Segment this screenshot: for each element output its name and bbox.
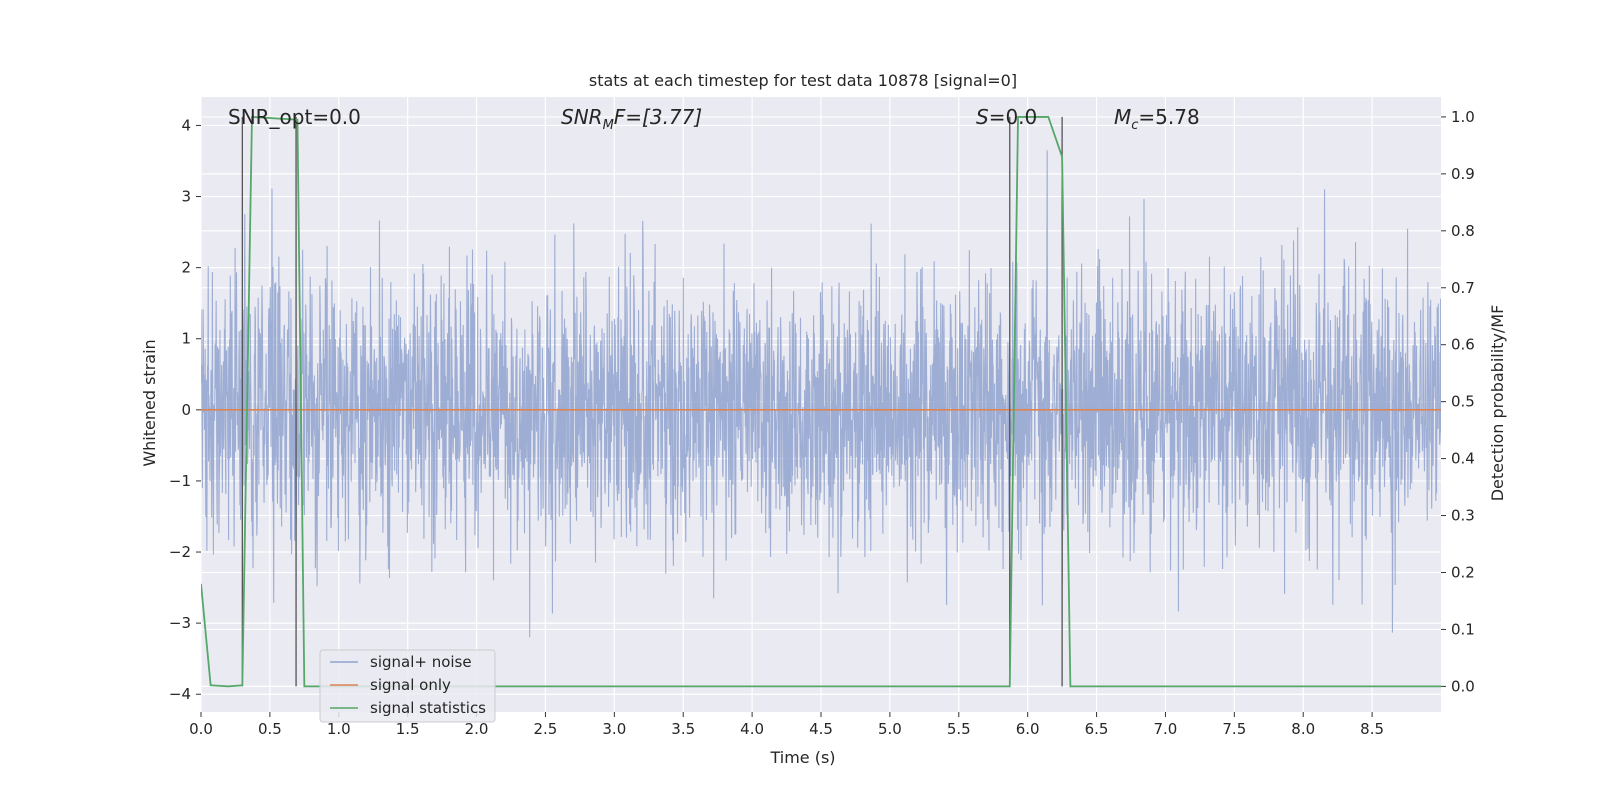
legend-label-signal-statistics: signal statistics xyxy=(370,699,486,717)
x-tick-label: 5.5 xyxy=(947,720,971,738)
vertical-markers xyxy=(241,116,1063,687)
x-tick-label: 8.5 xyxy=(1360,720,1384,738)
x-tick-label: 7.0 xyxy=(1154,720,1178,738)
x-tick-label: 1.0 xyxy=(327,720,351,738)
y-right-tick-label: 0.5 xyxy=(1451,393,1475,411)
y-right-tick-label: 0.2 xyxy=(1451,563,1475,581)
annotation-mc: Mc=5.78 xyxy=(1114,105,1200,133)
x-tick-label: 2.5 xyxy=(534,720,558,738)
y-left-tick-label: 0 xyxy=(181,401,191,419)
x-tick-label: 6.0 xyxy=(1016,720,1040,738)
x-tick-label: 7.5 xyxy=(1222,720,1246,738)
annotation-snr-opt: SNR_opt=0.0 xyxy=(228,105,361,129)
y-left-tick-label: 3 xyxy=(181,188,191,206)
y-right-tick-label: 0.0 xyxy=(1451,677,1475,695)
y-axis-label-right: Detection probability/MF xyxy=(1488,305,1507,502)
x-tick-label: 4.5 xyxy=(809,720,833,738)
annotation-snr-mf: SNRMF=[3.77] xyxy=(561,105,702,133)
x-tick-label: 0.0 xyxy=(189,720,213,738)
chart-title: stats at each timestep for test data 108… xyxy=(589,71,1017,90)
y-right-tick-label: 0.9 xyxy=(1451,165,1475,183)
x-tick-label: 1.5 xyxy=(396,720,420,738)
series-signal-noise xyxy=(201,150,1441,638)
legend-label-signal-only: signal only xyxy=(370,676,451,694)
x-tick-label: 2.0 xyxy=(465,720,489,738)
series-signal-statistics xyxy=(201,115,1441,688)
x-tick-label: 0.5 xyxy=(258,720,282,738)
y-left-tick-label: −4 xyxy=(169,685,191,703)
legend-label-signal-noise: signal+ noise xyxy=(370,653,472,671)
y-right-tick-label: 0.8 xyxy=(1451,222,1475,240)
y-right-tick-label: 0.1 xyxy=(1451,620,1475,638)
x-tick-label: 3.0 xyxy=(602,720,626,738)
series-line-signal-statistics xyxy=(201,115,1441,688)
x-axis-label: Time (s) xyxy=(769,748,835,767)
x-tick-label: 6.5 xyxy=(1085,720,1109,738)
axes: 0.0 0.5 1.0 1.5 2.0 2.5 3.0 3.5 4.0 4.5 5.0 5.5 6.0 6… xyxy=(169,108,1475,738)
series-line-signal-noise xyxy=(201,150,1441,638)
y-axis-label-left: Whitened strain xyxy=(140,339,159,466)
y-right-tick-label: 0.7 xyxy=(1451,279,1475,297)
y-left-tick-label: −2 xyxy=(169,543,191,561)
y-right-tick-label: 0.3 xyxy=(1451,507,1475,525)
y-right-tick-label: 1.0 xyxy=(1451,108,1475,126)
y-left-tick-label: −1 xyxy=(169,472,191,490)
y-left-tick-label: 4 xyxy=(181,116,191,134)
x-tick-label: 5.0 xyxy=(878,720,902,738)
x-tick-label: 3.5 xyxy=(671,720,695,738)
x-tick-label: 8.0 xyxy=(1291,720,1315,738)
annotation-s: S=0.0 xyxy=(976,105,1037,129)
legend: signal+ noise signal only signal statist… xyxy=(319,649,496,723)
x-tick-label: 4.0 xyxy=(740,720,764,738)
y-right-tick-label: 0.6 xyxy=(1451,336,1475,354)
y-left-tick-label: 1 xyxy=(181,330,191,348)
y-left-tick-label: −3 xyxy=(169,614,191,632)
y-right-tick-label: 0.4 xyxy=(1451,450,1475,468)
y-left-tick-label: 2 xyxy=(181,259,191,277)
